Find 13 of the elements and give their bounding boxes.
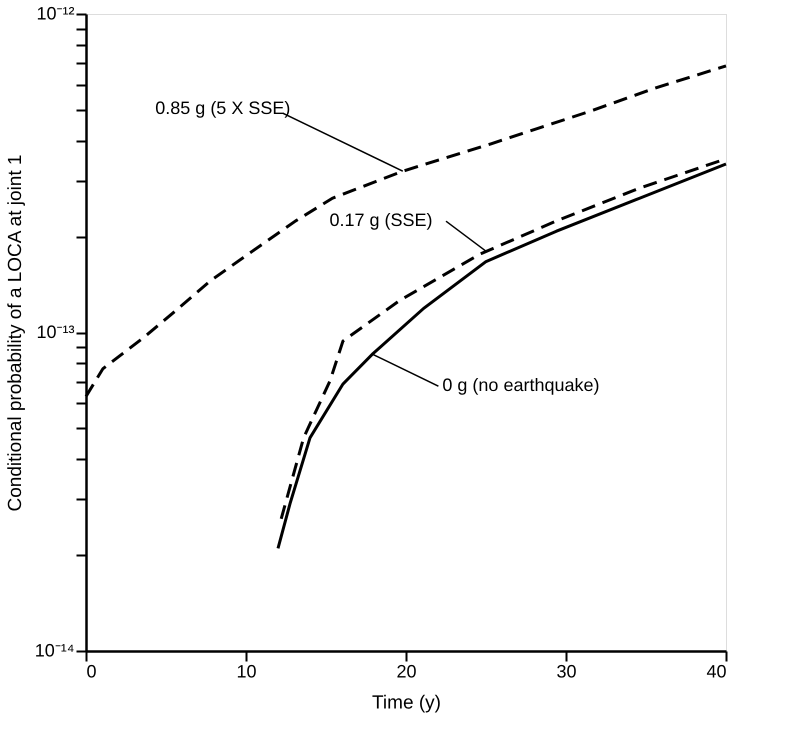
y-tick-label: 10⁻¹³ xyxy=(36,322,74,342)
x-tick-label: 30 xyxy=(556,662,577,682)
annotation: 0 g (no earthquake) xyxy=(442,375,600,396)
x-tick-label: 40 xyxy=(706,662,726,682)
y-tick-label: 10⁻¹² xyxy=(36,4,74,24)
x-tick-label: 0 xyxy=(86,662,97,682)
x-tick-label: 20 xyxy=(396,662,417,682)
y-tick-label: 10⁻¹⁴ xyxy=(34,640,74,660)
annotation: 0.85 g (5 X SSE) xyxy=(155,98,290,118)
x-axis-title: Time (y) xyxy=(372,692,441,714)
annotation: 0.17 g (SSE) xyxy=(329,210,433,230)
x-tick-label: 10 xyxy=(236,662,257,682)
y-axis-title: Conditional probability of a LOCA at joint 1 xyxy=(4,154,26,512)
